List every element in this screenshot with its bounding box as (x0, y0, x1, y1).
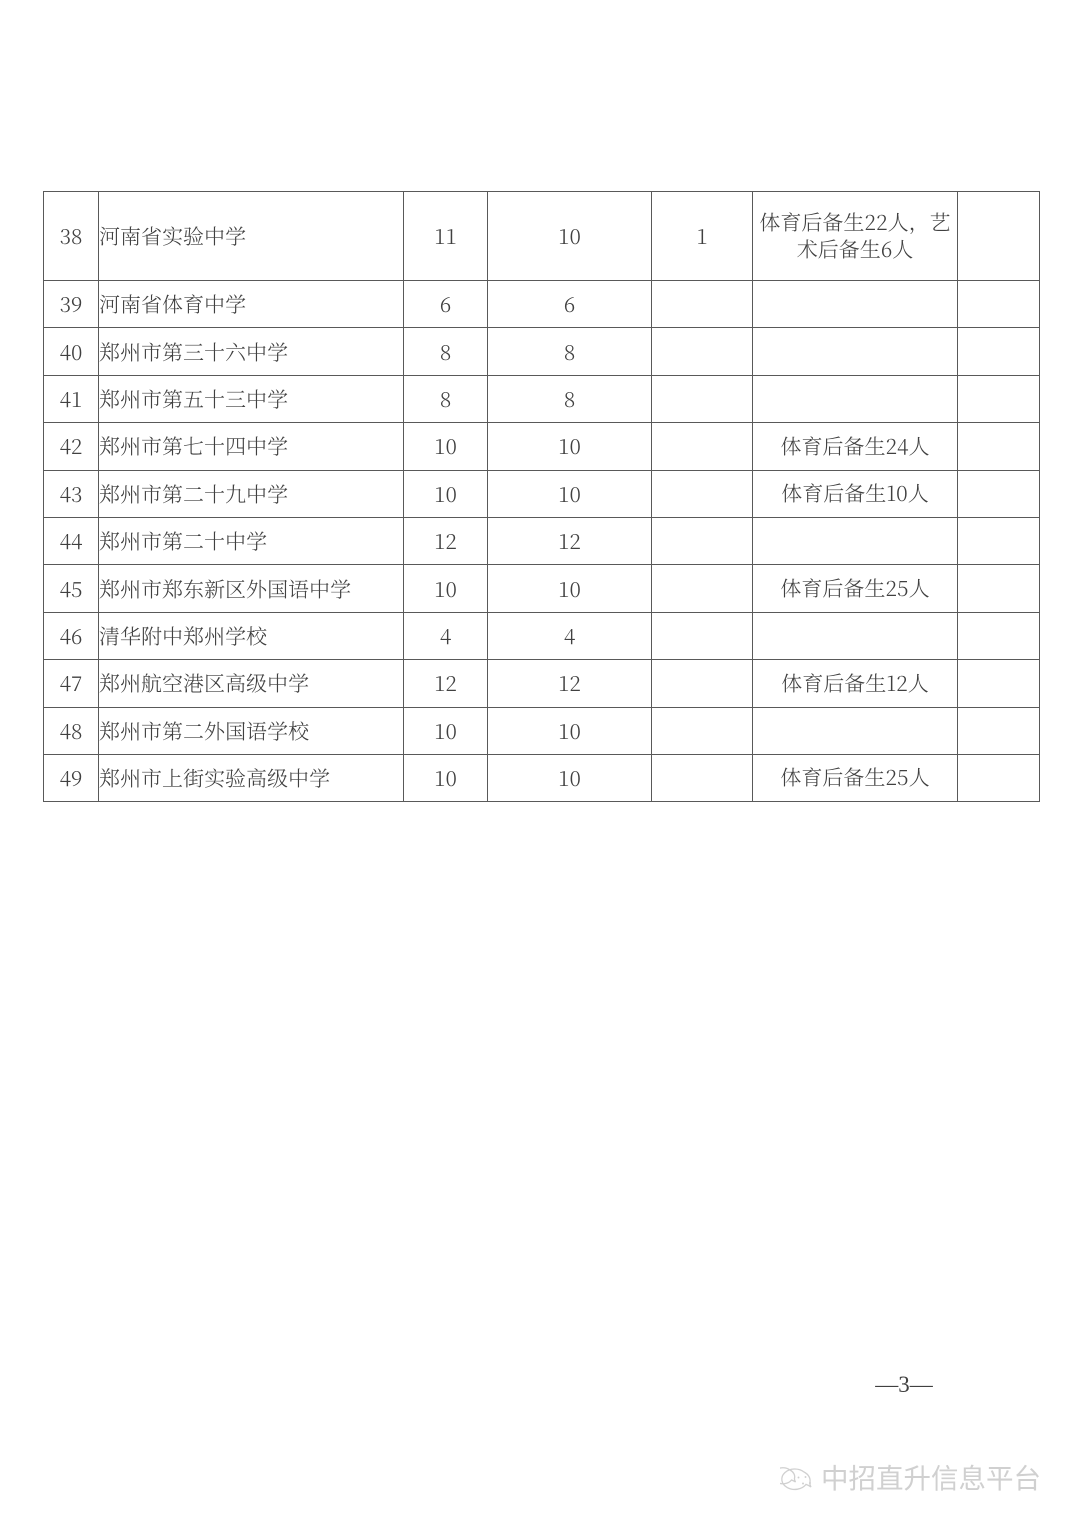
svg-text:中招直升信息平台: 中招直升信息平台 (821, 1458, 1041, 1496)
